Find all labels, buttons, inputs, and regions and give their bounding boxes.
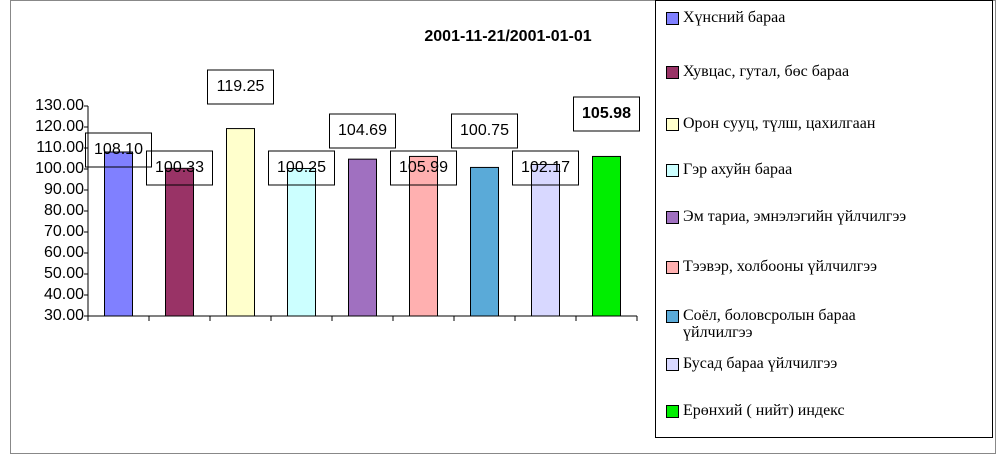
legend-swatch (666, 211, 679, 224)
bar (104, 151, 133, 317)
legend-label: Ерөнхий ( нийт) индекс (683, 402, 845, 419)
data-label: 102.17 (521, 159, 570, 176)
data-label: 100.75 (460, 122, 509, 139)
legend-swatch (666, 12, 679, 25)
legend-swatch (666, 118, 679, 131)
y-tick-label: 110.00 (36, 139, 84, 156)
y-tick-label: 60.00 (44, 244, 84, 261)
y-tick-label: 100.00 (35, 160, 84, 177)
data-label: 119.25 (217, 78, 265, 95)
data-label-box (573, 96, 640, 132)
y-tick-label: 120.00 (35, 118, 84, 135)
data-label: 105.98 (582, 105, 631, 122)
bar (592, 155, 621, 317)
data-label: 100.33 (155, 159, 204, 176)
y-tick-label: 80.00 (44, 202, 84, 219)
legend-entry: Хүнсний бараа (666, 9, 966, 26)
bar (531, 163, 560, 317)
legend-entry: Хувцас, гутал, бөс бараа (666, 63, 966, 80)
bar (409, 155, 438, 317)
data-label-box (512, 150, 579, 186)
chart-title: 2001-11-21/2001-01-01 (424, 28, 591, 45)
legend-label: Орон сууц, түлш, цахилгаан (683, 115, 876, 132)
legend-label: Эм тариа, эмнэлэгийн үйлчилгээ (683, 208, 907, 225)
legend-label: Бусад бараа үйлчилгээ (683, 355, 838, 372)
legend-entry: Гэр ахуйн бараа (666, 161, 966, 178)
bar (226, 128, 255, 317)
legend-swatch (666, 261, 679, 274)
legend-swatch (666, 310, 679, 323)
data-label-box (207, 69, 274, 105)
legend-swatch (666, 164, 679, 177)
bar (348, 158, 377, 317)
legend-swatch (666, 405, 679, 418)
y-tick-label: 30.00 (44, 307, 84, 324)
legend-label: Хувцас, гутал, бөс бараа (683, 63, 850, 80)
legend-entry: Эм тариа, эмнэлэгийн үйлчилгээ (666, 208, 966, 225)
data-label-box (451, 113, 518, 149)
data-label-box (146, 150, 213, 186)
y-tick-label: 90.00 (44, 181, 84, 198)
y-tick-label: 40.00 (44, 286, 84, 303)
data-label-box (85, 132, 152, 168)
bar (287, 167, 316, 317)
bar (165, 167, 194, 317)
legend-label: Соёл, боловсролын бараа үйлчилгээ (683, 307, 856, 341)
data-label: 104.69 (338, 122, 387, 139)
data-label-box (390, 150, 457, 186)
y-tick-label: 50.00 (44, 265, 84, 282)
y-tick-label: 70.00 (44, 223, 84, 240)
data-label-box (268, 150, 335, 186)
legend-label: Тээвэр, холбооны үйлчилгээ (683, 258, 877, 275)
data-label: 105.99 (399, 159, 448, 176)
legend: Хүнсний бараа Хувцас, гутал, бөс бараа Оро… (655, 0, 993, 438)
data-label-box (329, 113, 396, 149)
legend-swatch (666, 66, 679, 79)
legend-label: Хүнсний бараа (683, 9, 786, 26)
legend-entry: Соёл, боловсролын бараа үйлчилгээ (666, 307, 966, 341)
legend-label: Гэр ахуйн бараа (683, 161, 793, 178)
data-label: 108.10 (94, 141, 143, 158)
legend-entry: Орон сууц, түлш, цахилгаан (666, 115, 966, 132)
data-label: 100.25 (277, 159, 326, 176)
legend-swatch (666, 358, 679, 371)
legend-entry: Ерөнхий ( нийт) индекс (666, 402, 966, 419)
bar (470, 166, 499, 317)
y-tick-label: 130.00 (35, 97, 84, 114)
legend-entry: Тээвэр, холбооны үйлчилгээ (666, 258, 966, 275)
legend-entry: Бусад бараа үйлчилгээ (666, 355, 966, 372)
